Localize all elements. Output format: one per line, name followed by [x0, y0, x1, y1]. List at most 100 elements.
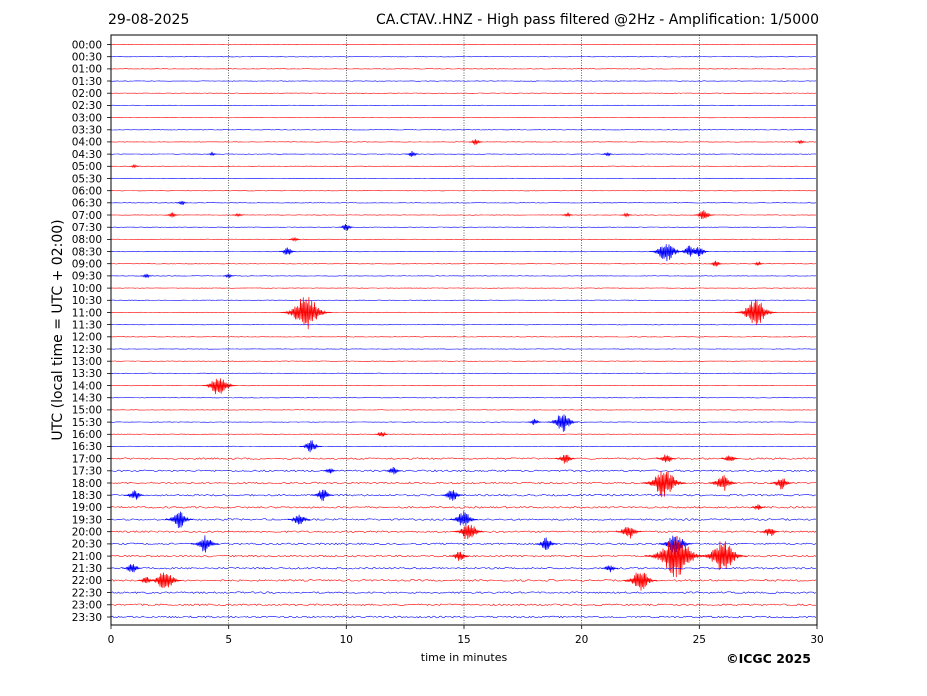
trace-row	[110, 336, 817, 338]
row-time-label: 23:30	[72, 612, 102, 624]
row-time-label: 17:30	[72, 466, 102, 478]
x-tick-label: 20	[575, 634, 588, 646]
trace-row	[110, 163, 817, 169]
trace-baseline	[110, 299, 817, 301]
x-axis-ticks: 0 5 10 15 20 25 30	[108, 625, 824, 646]
trace-event	[148, 572, 182, 588]
trace-row	[110, 378, 816, 395]
trace-event	[190, 535, 219, 553]
copyright-notice: ©ICGC 2025	[726, 651, 811, 666]
trace-event	[165, 212, 179, 218]
row-time-label: 07:00	[72, 210, 102, 222]
trace-row	[110, 572, 817, 591]
trace-baseline	[110, 566, 817, 570]
x-tick-label: 25	[693, 634, 706, 646]
row-time-label: 21:30	[72, 563, 102, 575]
trace-baseline	[110, 506, 817, 509]
row-time-label: 05:30	[72, 173, 102, 185]
trace-event	[770, 478, 793, 490]
trace-event	[759, 528, 780, 537]
trace-row	[110, 151, 817, 157]
trace-baseline	[111, 433, 817, 435]
trace-row	[110, 190, 817, 192]
trace-event	[534, 537, 558, 550]
trace-event	[641, 470, 687, 498]
row-time-label: 12:00	[72, 332, 102, 344]
trace-baseline	[110, 263, 817, 265]
x-tick-label: 10	[340, 634, 353, 646]
y-axis-label: UTC (local time = UTC + 02:00)	[50, 219, 66, 440]
row-time-label: 20:00	[72, 527, 102, 539]
trace-event	[601, 151, 614, 157]
row-time-label: 17:00	[72, 453, 102, 465]
trace-event	[555, 454, 575, 464]
trace-row	[110, 564, 817, 573]
row-time-label: 08:00	[72, 234, 102, 246]
row-time-label: 19:00	[72, 502, 102, 514]
trace-event	[623, 572, 658, 591]
row-time-label: 19:30	[72, 514, 102, 526]
x-tick-label: 30	[810, 634, 823, 646]
trace-event	[649, 244, 684, 262]
vertical-gridlines	[228, 35, 700, 625]
trace-row	[110, 535, 817, 578]
row-time-label: 16:00	[72, 429, 102, 441]
trace-event	[140, 273, 152, 279]
trace-event	[794, 139, 806, 145]
trace-event	[449, 551, 469, 561]
row-time-label: 14:30	[72, 393, 102, 405]
trace-row	[110, 603, 817, 607]
trace-event	[601, 565, 619, 573]
trace-baseline	[110, 397, 817, 399]
row-time-label: 23:00	[72, 600, 102, 612]
trace-baseline	[110, 56, 817, 58]
trace-layer	[110, 43, 817, 619]
chart-date: 29-08-2025	[108, 12, 190, 28]
trace-baseline	[110, 336, 817, 338]
trace-event	[752, 260, 764, 266]
trace-event	[175, 200, 188, 206]
trace-event	[288, 236, 300, 243]
row-time-label: 18:30	[72, 490, 102, 502]
trace-event	[734, 299, 777, 326]
trace-event	[620, 212, 632, 218]
trace-event	[689, 246, 709, 257]
trace-event	[693, 210, 714, 220]
trace-baseline	[110, 324, 817, 326]
trace-event	[232, 212, 244, 218]
trace-row	[110, 467, 817, 475]
trace-event	[658, 535, 693, 555]
trace-event	[129, 163, 140, 169]
trace-row	[111, 431, 817, 437]
row-time-label: 04:00	[72, 137, 102, 149]
trace-row	[110, 224, 817, 231]
row-time-label: 12:30	[72, 344, 102, 356]
trace-row	[110, 200, 817, 206]
trace-baseline	[110, 153, 817, 155]
trace-row	[110, 244, 817, 262]
row-time-label: 07:30	[72, 222, 102, 234]
row-time-label: 08:30	[72, 246, 102, 258]
row-time-label: 13:30	[72, 368, 102, 380]
trace-baseline	[110, 275, 817, 277]
trace-baseline	[110, 615, 817, 619]
trace-baseline	[110, 68, 817, 70]
trace-event	[644, 535, 707, 578]
trace-event	[287, 514, 311, 525]
trace-row	[110, 324, 817, 326]
trace-row	[111, 139, 817, 145]
trace-row	[110, 454, 817, 464]
trace-baseline	[110, 469, 817, 473]
row-time-label: 02:00	[72, 88, 102, 100]
x-axis-label: time in minutes	[421, 651, 508, 664]
trace-baseline	[110, 372, 816, 374]
row-time-label: 01:00	[72, 64, 102, 76]
trace-row	[110, 511, 817, 529]
trace-row	[110, 372, 816, 374]
trace-row	[110, 397, 817, 399]
trace-event	[527, 418, 542, 425]
row-time-label: 02:30	[72, 100, 102, 112]
trace-row	[110, 236, 817, 243]
trace-event	[468, 139, 483, 145]
